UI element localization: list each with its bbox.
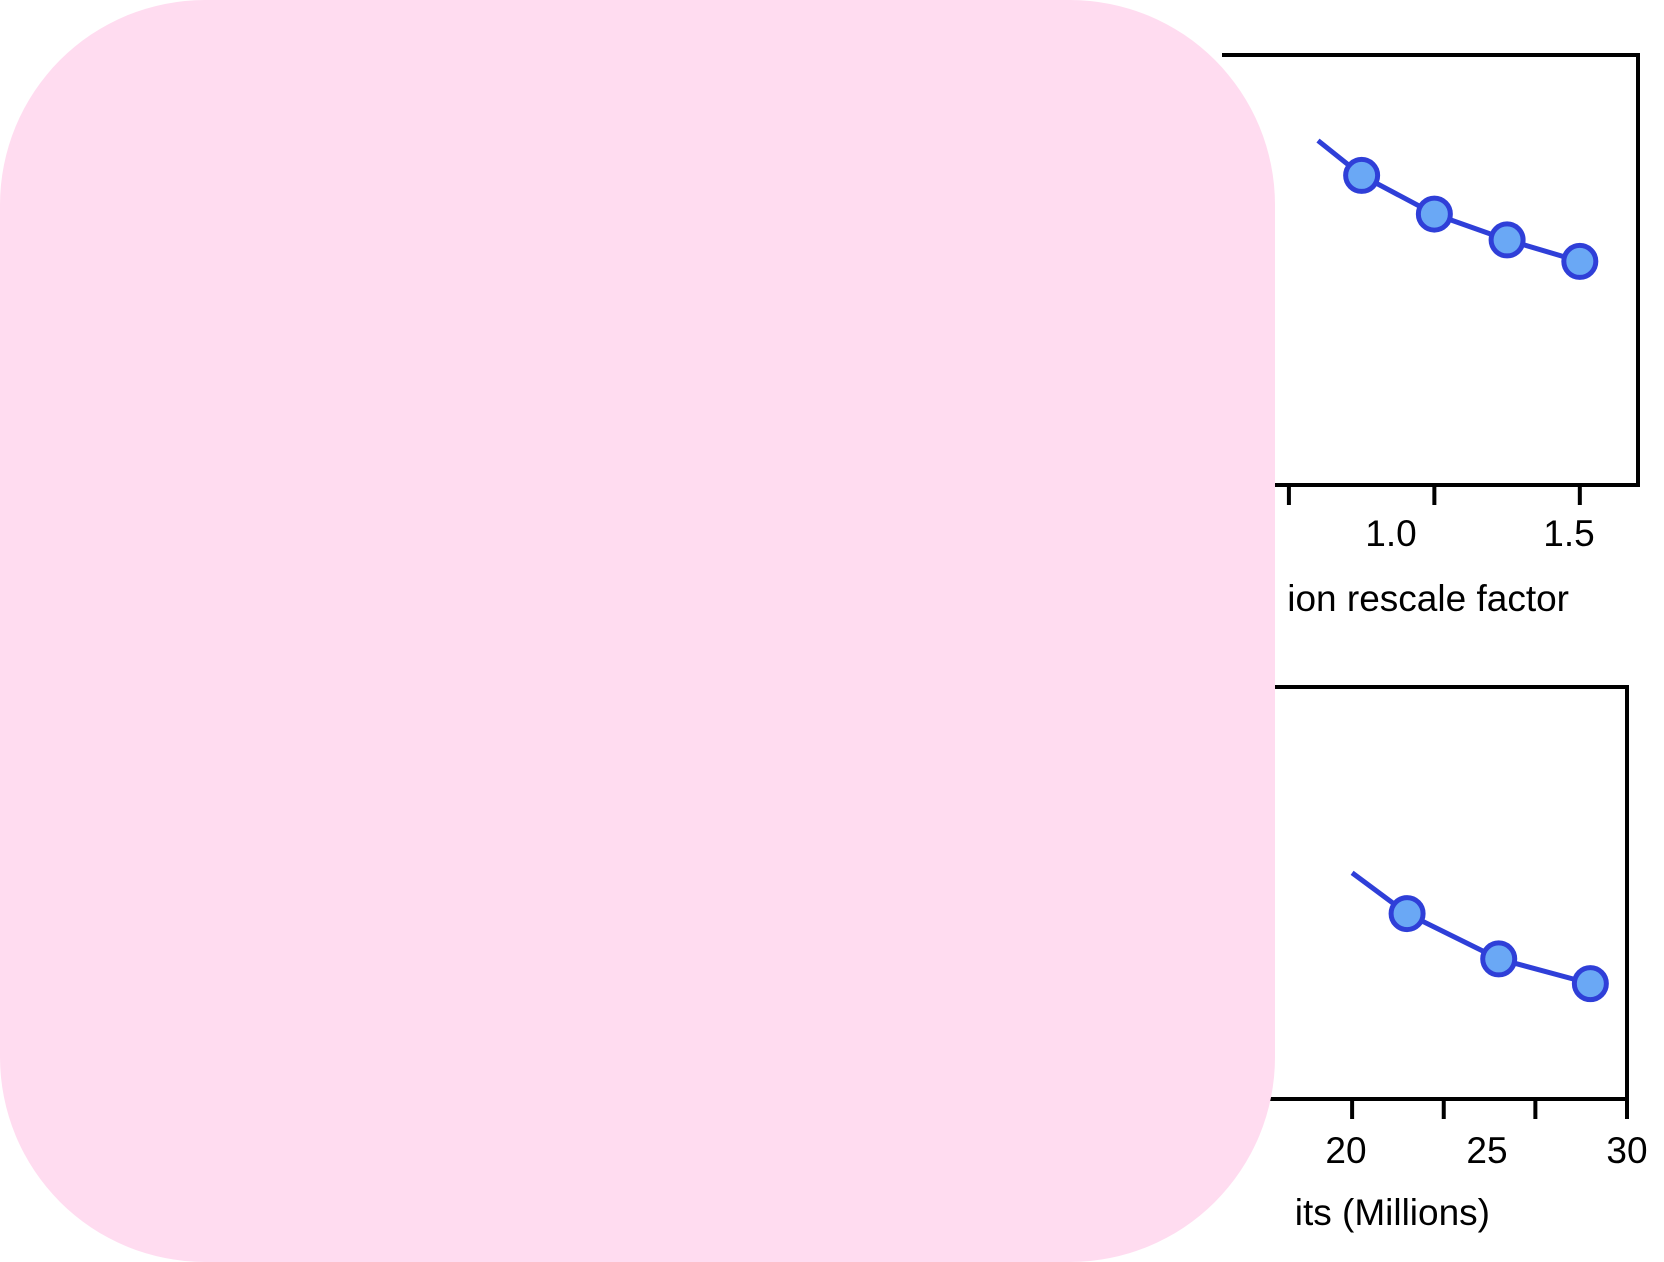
bottom-chart-point-28 bbox=[1571, 965, 1609, 1003]
bottom-chart-point-18 bbox=[1388, 895, 1426, 933]
bottom-chart-xtick-label-20: 20 bbox=[1325, 1130, 1366, 1171]
bottom-chart-x-axis-label: its (Millions) bbox=[1295, 1192, 1490, 1233]
bottom-chart-point-23 bbox=[1480, 940, 1518, 978]
top-chart-x-ticks bbox=[1286, 485, 1582, 505]
chart-top: 1.0 1.5 ion rescale factor bbox=[1222, 53, 1640, 619]
bottom-chart-series-line bbox=[1350, 870, 1592, 987]
chart-bottom: 20 25 30 its (Millions) bbox=[1222, 685, 1648, 1233]
bottom-chart-series bbox=[1350, 870, 1609, 1003]
pink-overlay-panel bbox=[0, 0, 1275, 1262]
bottom-chart-x-ticks bbox=[1258, 1099, 1629, 1119]
top-chart-point-1 bbox=[1415, 195, 1453, 233]
top-chart-xtick-label-1.5: 1.5 bbox=[1543, 513, 1594, 554]
top-chart-xtick-label-1.0: 1.0 bbox=[1365, 513, 1416, 554]
top-chart-point-1.5 bbox=[1561, 242, 1599, 280]
top-chart-x-axis-label: ion rescale factor bbox=[1287, 578, 1569, 619]
top-chart-series bbox=[1316, 138, 1599, 280]
bottom-chart-xtick-label-30: 30 bbox=[1606, 1130, 1647, 1171]
bottom-chart-xtick-label-25: 25 bbox=[1466, 1130, 1507, 1171]
top-chart-point-0.75 bbox=[1343, 156, 1381, 194]
top-chart-point-1.25 bbox=[1488, 221, 1526, 259]
